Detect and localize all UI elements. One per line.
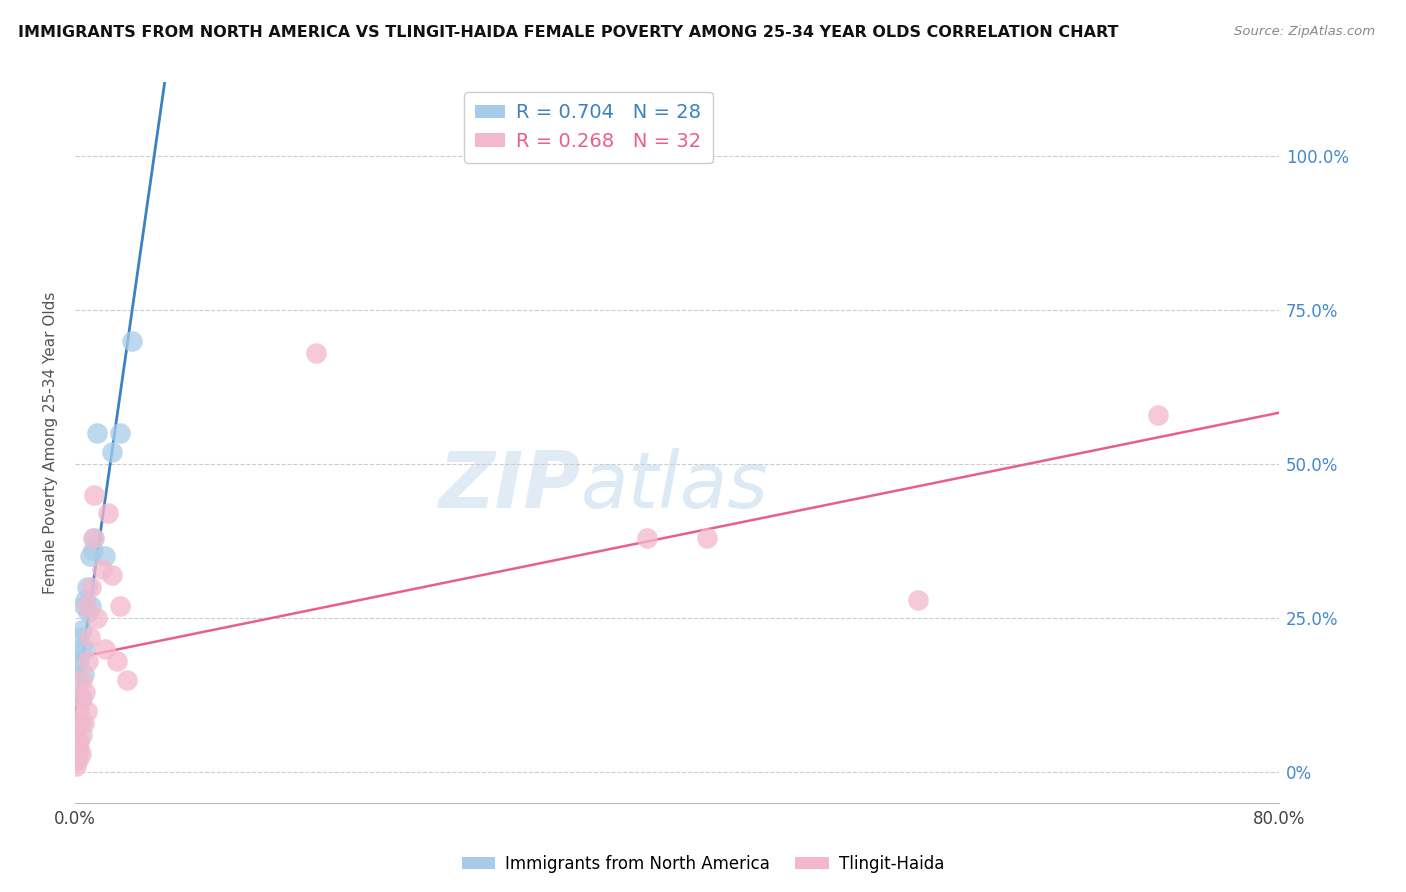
Point (65, 740, 87, 755)
Point (67, 740, 90, 755)
Point (65, 753, 87, 767)
Point (1147, 408, 1170, 422)
Point (72, 624, 94, 638)
Point (80, 580, 103, 594)
Point (304, 346, 326, 360)
Y-axis label: Female Poverty Among 25-34 Year Olds: Female Poverty Among 25-34 Year Olds (44, 292, 58, 594)
Point (73, 715, 96, 730)
Point (121, 334, 143, 348)
Point (67, 704, 90, 718)
Point (69, 747, 91, 761)
Point (69, 641, 91, 656)
Point (66, 654, 89, 668)
Point (69, 715, 91, 730)
Point (72, 691, 94, 706)
Point (636, 531, 658, 545)
Text: Source: ZipAtlas.com: Source: ZipAtlas.com (1234, 25, 1375, 38)
Point (67, 734, 90, 748)
Point (79, 630, 101, 644)
Point (75, 592, 97, 607)
Point (66, 747, 89, 761)
Legend: R = 0.704   N = 28, R = 0.268   N = 32: R = 0.704 N = 28, R = 0.268 N = 32 (464, 92, 713, 162)
Point (83, 488, 105, 502)
Point (72, 728, 94, 742)
Point (82, 531, 104, 545)
Legend: Immigrants from North America, Tlingit-Haida: Immigrants from North America, Tlingit-H… (456, 848, 950, 880)
Point (76, 580, 98, 594)
Point (907, 592, 929, 607)
Text: IMMIGRANTS FROM NORTH AMERICA VS TLINGIT-HAIDA FEMALE POVERTY AMONG 25-34 YEAR O: IMMIGRANTS FROM NORTH AMERICA VS TLINGIT… (18, 25, 1119, 40)
Point (105, 654, 128, 668)
Point (75, 685, 97, 699)
Point (76, 704, 98, 718)
Point (86, 611, 108, 625)
Point (66, 673, 89, 687)
Point (94, 641, 117, 656)
Point (76, 599, 98, 613)
Point (77, 654, 100, 668)
Point (67, 630, 90, 644)
Text: ZIP: ZIP (439, 448, 581, 524)
Point (66, 753, 89, 767)
Point (66, 715, 89, 730)
Point (86, 426, 108, 441)
Point (90, 562, 112, 576)
Point (117, 673, 139, 687)
Point (101, 444, 124, 458)
Point (696, 531, 718, 545)
Point (108, 426, 131, 441)
Point (65, 734, 87, 748)
Point (65, 728, 87, 742)
Point (72, 673, 94, 687)
Point (67, 654, 90, 668)
Point (80, 599, 103, 613)
Text: atlas: atlas (581, 448, 768, 524)
Point (82, 543, 104, 558)
Point (77, 605, 100, 619)
Point (73, 666, 96, 681)
Point (65, 759, 87, 773)
Point (73, 599, 96, 613)
Point (97, 506, 120, 520)
Point (94, 549, 117, 564)
Point (69, 691, 91, 706)
Point (75, 641, 97, 656)
Point (101, 568, 124, 582)
Point (83, 531, 105, 545)
Point (108, 599, 131, 613)
Point (79, 549, 101, 564)
